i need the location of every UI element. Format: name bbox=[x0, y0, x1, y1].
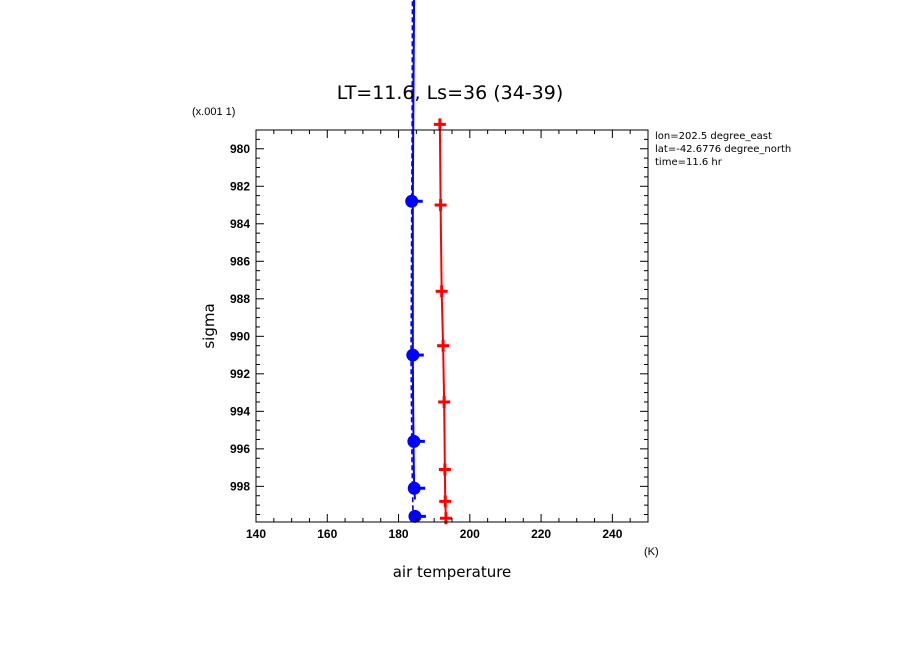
x-tick-label: 180 bbox=[389, 527, 409, 541]
y-tick-label: 998 bbox=[230, 479, 250, 493]
x-axis-label: air temperature bbox=[393, 563, 512, 581]
y-tick-label: 988 bbox=[230, 292, 250, 306]
chart-title: LT=11.6, Ls=36 (34-39) bbox=[337, 82, 564, 104]
series-3 bbox=[433, 118, 452, 525]
x-tick-label: 240 bbox=[602, 527, 622, 541]
series-0-line bbox=[411, 0, 416, 500]
y-tick-label: 992 bbox=[230, 367, 250, 381]
y-tick-label: 994 bbox=[230, 404, 250, 418]
annotation-lat: lat=-42.6776 degree_north bbox=[655, 144, 791, 155]
annotations: lon=202.5 degree_east lat=-42.6776 degre… bbox=[655, 131, 791, 168]
x-tick-label: 140 bbox=[246, 527, 266, 541]
plot-frame bbox=[255, 129, 649, 523]
series-3-line bbox=[438, 124, 447, 519]
y-tick-label: 984 bbox=[230, 217, 250, 231]
series-2 bbox=[405, 194, 426, 523]
x-tick-label: 220 bbox=[531, 527, 551, 541]
series-0 bbox=[411, 0, 416, 500]
y-axis-label: sigma bbox=[200, 303, 218, 348]
y-tick-label: 982 bbox=[230, 179, 250, 193]
annotation-lon: lon=202.5 degree_east bbox=[655, 131, 772, 142]
y-tick-label: 980 bbox=[230, 142, 250, 156]
y-tick-label: 996 bbox=[230, 442, 250, 456]
x-axis-unit: (K) bbox=[644, 546, 659, 558]
y-tick-label: 990 bbox=[230, 329, 250, 343]
annotation-time: time=11.6 hr bbox=[655, 157, 723, 168]
x-tick-label: 200 bbox=[460, 527, 480, 541]
y-axis-unit: (x.001 1) bbox=[192, 106, 235, 118]
y-tick-label: 986 bbox=[230, 254, 250, 268]
ticks-layer: 140 160 180 200 220 240 980 982 984 986 988 990 992 9… bbox=[230, 129, 649, 541]
x-tick-label: 160 bbox=[317, 527, 337, 541]
series-layer bbox=[405, 0, 452, 525]
